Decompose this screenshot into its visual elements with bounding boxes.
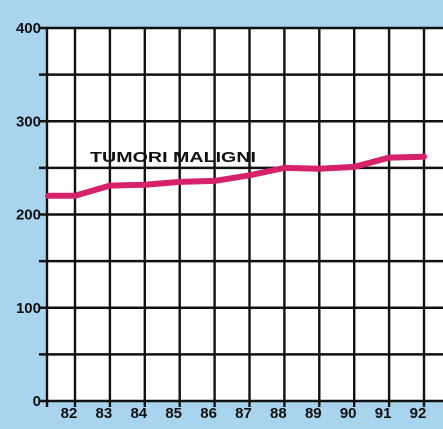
y-tick-label: 400 — [16, 20, 41, 37]
x-tick-label: 82 — [61, 405, 78, 422]
y-tick-label: 100 — [16, 300, 41, 317]
grid-lines — [39, 26, 443, 407]
x-tick-label: 86 — [200, 405, 217, 422]
y-axis-tick-labels: 0 100 200 300 400 — [16, 20, 41, 410]
x-tick-label: 84 — [130, 405, 147, 422]
y-tick-label: 0 — [33, 393, 41, 410]
series-label: TUMORI MALIGNI — [90, 149, 256, 166]
x-axis-tick-labels: 82 83 84 85 86 87 88 89 90 91 92 — [61, 405, 427, 422]
x-tick-label: 88 — [270, 405, 287, 422]
y-tick-label: 300 — [16, 113, 41, 130]
x-tick-label: 90 — [340, 405, 357, 422]
x-tick-label: 92 — [410, 405, 427, 422]
y-tick-label: 200 — [16, 207, 41, 224]
x-tick-label: 83 — [96, 405, 113, 422]
x-tick-label: 91 — [375, 405, 392, 422]
series-layer — [45, 153, 427, 199]
x-tick-label: 87 — [235, 405, 252, 422]
series-line — [45, 153, 427, 199]
x-tick-label: 85 — [165, 405, 182, 422]
x-tick-label: 89 — [305, 405, 322, 422]
